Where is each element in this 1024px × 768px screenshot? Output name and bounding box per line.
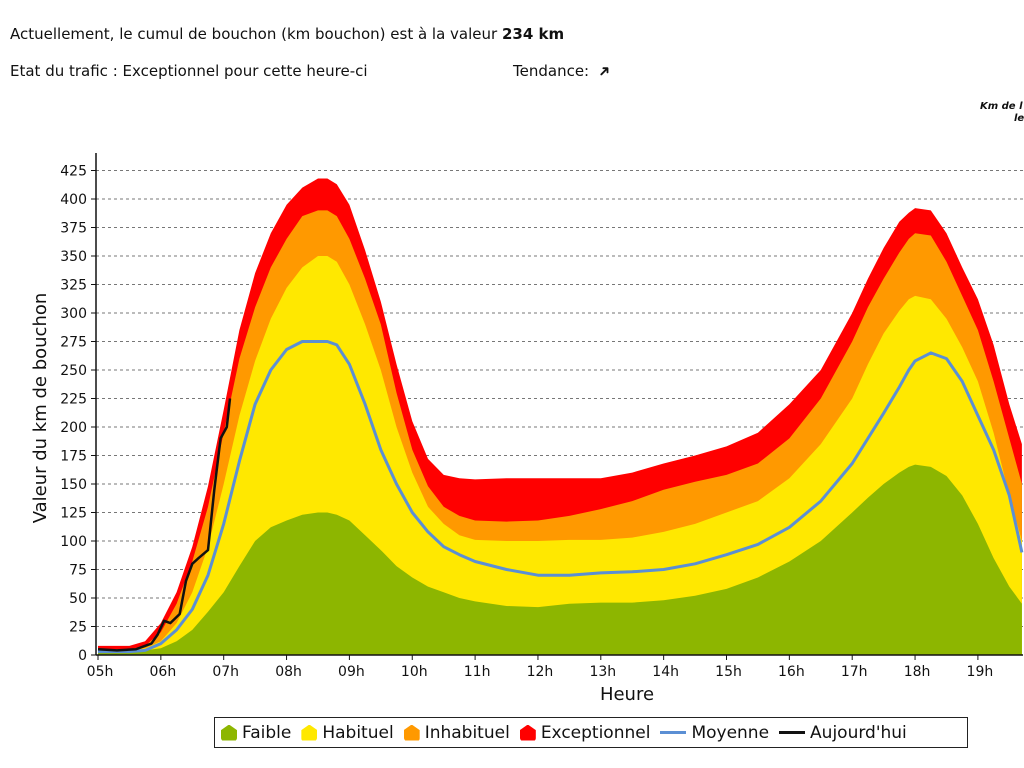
x-tick-label: 10h (401, 664, 428, 680)
legend-label: Aujourd'hui (810, 722, 907, 743)
x-tick-label: 17h (841, 664, 868, 680)
y-tick-label: 425 (60, 164, 87, 180)
y-tick-label: 75 (69, 563, 87, 579)
legend-item: Inhabituel (403, 722, 510, 743)
y-tick-label: 0 (78, 648, 87, 664)
series-line-moyenne (98, 340, 1024, 654)
area-bands (98, 178, 1022, 655)
legend-label: Inhabituel (424, 722, 510, 743)
legend-swatch (660, 731, 687, 734)
y-tick-label: 350 (60, 249, 87, 265)
x-tick-label: 05h (87, 664, 114, 680)
y-tick-label: 375 (60, 221, 87, 237)
x-tick-label: 18h (904, 664, 931, 680)
x-axis-title: Heure (600, 684, 654, 705)
legend-swatch (779, 731, 806, 734)
y-axis-title: Valeur du km de bouchon (30, 293, 51, 524)
legend-label: Moyenne (691, 722, 770, 743)
status-sentence: Actuellement, le cumul de bouchon (km bo… (10, 25, 564, 43)
x-tick-label: 07h (212, 664, 239, 680)
x-tick-label: 06h (150, 664, 177, 680)
series-line-aujourdhui (97, 398, 232, 652)
current-jam-value: 234 km (501, 25, 565, 43)
legend-item: Aujourd'hui (779, 723, 907, 743)
y-tick-label: 200 (60, 420, 87, 436)
legend-item: Faible (221, 723, 291, 743)
x-tick-label: 15h (715, 664, 742, 680)
y-tick-label: 125 (60, 506, 87, 522)
legend-swatch (519, 724, 536, 741)
y-tick-label: 25 (69, 620, 87, 636)
traffic-state: Etat du trafic : Exceptionnel pour cette… (10, 62, 368, 80)
trend-label: Tendance: (513, 62, 590, 80)
y-tick-label: 225 (60, 392, 87, 408)
corner-note: Km de l le (980, 101, 1024, 125)
x-tick-label: 16h (778, 664, 805, 680)
y-tick-label: 300 (60, 306, 87, 322)
legend-item: Habituel (301, 722, 394, 743)
traffic-chart: 0 25 50 75 100 125 150 175 200 225 250 275 300 325 350… (30, 153, 1024, 705)
x-tick-label: 08h (275, 664, 302, 680)
y-tick-label: 175 (60, 449, 87, 465)
corner-note-line2: le (1014, 113, 1024, 124)
x-tick-label: 14h (652, 664, 679, 680)
legend-item: Exceptionnel (519, 722, 651, 743)
x-tick-label: 13h (589, 664, 616, 680)
x-tick-label: 12h (527, 664, 554, 680)
legend-swatch (301, 724, 318, 741)
legend-item: Moyenne (660, 723, 769, 743)
y-tick-label: 250 (60, 363, 87, 379)
chart-legend: Faible Habituel Inhabituel Exceptionnel Moye… (214, 717, 968, 748)
y-tick-label: 100 (60, 534, 87, 550)
series-lines (97, 340, 1024, 654)
legend-label: Habituel (322, 722, 394, 743)
y-tick-label: 50 (69, 591, 87, 607)
axes: 0 25 50 75 100 125 150 175 200 225 250 275 300 325 350… (60, 153, 1023, 680)
legend-label: Exceptionnel (540, 722, 651, 743)
x-tick-label: 19h (967, 664, 994, 680)
y-tick-label: 275 (60, 335, 87, 351)
y-tick-label: 325 (60, 278, 87, 294)
x-tick-label: 09h (338, 664, 365, 680)
status-prefix: Actuellement, le cumul de bouchon (km bo… (10, 25, 498, 43)
legend-label: Faible (242, 722, 292, 743)
y-tick-label: 400 (60, 192, 87, 208)
x-tick-label: 11h (464, 664, 491, 680)
corner-note-line1: Km de l (980, 101, 1023, 112)
band-faible (98, 464, 1022, 655)
trend-indicator: Tendance: ➜ (513, 60, 615, 82)
y-tick-label: 150 (60, 477, 87, 493)
legend-swatch (221, 724, 237, 741)
legend-swatch (403, 724, 420, 741)
